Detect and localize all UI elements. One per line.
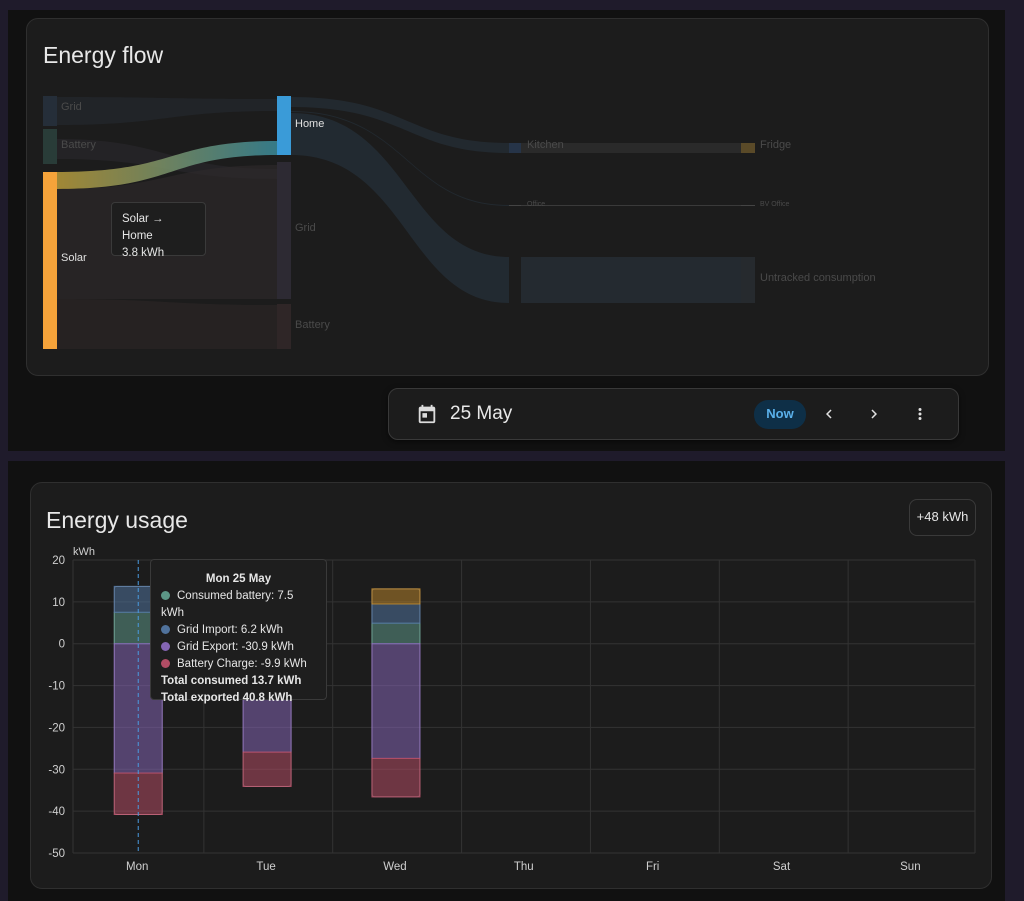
sankey-tooltip-flow: Solar → Home bbox=[122, 213, 164, 242]
sankey-link-kitchen-fridge[interactable] bbox=[521, 143, 741, 153]
date-picker-bar: 25 May Now bbox=[388, 388, 959, 440]
chevron-left-icon[interactable] bbox=[815, 400, 843, 428]
energy-flow-card: Energy flow Grid bbox=[26, 18, 989, 376]
usage-tooltip-total-consumed: Total consumed 13.7 kWh bbox=[161, 675, 302, 687]
sankey-node-grid-dest[interactable] bbox=[277, 162, 291, 299]
legend-dot bbox=[161, 625, 170, 634]
sankey-node-home[interactable] bbox=[277, 96, 291, 155]
sankey-label-grid-dest: Grid bbox=[295, 222, 316, 234]
sankey-diagram[interactable] bbox=[27, 19, 990, 359]
sankey-node-kitchen[interactable] bbox=[509, 143, 521, 153]
sankey-node-battery-dest[interactable] bbox=[277, 304, 291, 349]
legend-dot bbox=[161, 659, 170, 668]
energy-flow-title: Energy flow bbox=[43, 42, 164, 68]
sankey-label-fridge: Fridge bbox=[760, 139, 792, 151]
sankey-label-solar: Solar bbox=[61, 252, 87, 264]
sankey-link-solar-home[interactable] bbox=[57, 141, 277, 189]
date-label[interactable]: 25 May bbox=[450, 403, 513, 424]
sankey-link-home-kitchen[interactable] bbox=[291, 97, 509, 153]
sankey-tooltip: Solar → Home 3.8 kWh bbox=[111, 202, 206, 259]
sankey-node-grid-source[interactable] bbox=[43, 96, 57, 126]
now-button[interactable]: Now bbox=[754, 400, 806, 429]
more-vertical-icon[interactable] bbox=[906, 400, 934, 428]
calendar-icon[interactable] bbox=[413, 400, 441, 428]
sankey-node-battery-source[interactable] bbox=[43, 129, 57, 164]
usage-tooltip-heading: Mon 25 May bbox=[205, 573, 272, 585]
sankey-tooltip-value: 3.8 kWh bbox=[122, 247, 165, 259]
sankey-label-grid-source: Grid bbox=[61, 101, 82, 113]
sankey-link-untracked[interactable] bbox=[521, 257, 741, 303]
sankey-label-office: Office bbox=[527, 201, 546, 208]
usage-tooltip-row: Consumed battery: 7.5 kWh bbox=[161, 590, 294, 619]
sankey-node-untracked[interactable] bbox=[741, 257, 755, 303]
usage-tooltip-row: Grid Import: 6.2 kWh bbox=[161, 622, 316, 639]
sankey-label-battery-dest: Battery bbox=[295, 319, 330, 331]
sankey-label-battery-source: Battery bbox=[61, 139, 96, 151]
sankey-node-office[interactable] bbox=[509, 205, 521, 206]
sankey-node-solar[interactable] bbox=[43, 172, 57, 349]
compare-badge[interactable]: +48 kWh bbox=[909, 499, 976, 536]
usage-tooltip-total-exported: Total exported 40.8 kWh bbox=[161, 692, 293, 704]
sankey-link-solar-battery[interactable] bbox=[57, 299, 277, 349]
sankey-label-kitchen: Kitchen bbox=[527, 139, 564, 151]
sankey-label-home: Home bbox=[295, 118, 325, 130]
sankey-label-bv-office: BV Office bbox=[760, 201, 790, 208]
sankey-link-home-untracked[interactable] bbox=[291, 113, 509, 303]
usage-tooltip-row: Battery Charge: -9.9 kWh bbox=[161, 656, 316, 673]
sankey-link-office-bvoffice[interactable] bbox=[521, 205, 741, 206]
usage-tooltip-row: Grid Export: -30.9 kWh bbox=[161, 639, 316, 656]
sankey-link-grid-home[interactable] bbox=[57, 97, 277, 125]
sankey-node-bv-office[interactable] bbox=[741, 205, 755, 206]
usage-tooltip: Mon 25 May Consumed battery: 7.5 kWh Gri… bbox=[150, 559, 327, 704]
sankey-node-fridge[interactable] bbox=[741, 143, 755, 153]
legend-dot bbox=[161, 642, 170, 651]
chevron-right-icon[interactable] bbox=[860, 400, 888, 428]
legend-dot bbox=[161, 591, 170, 600]
sankey-label-untracked: Untracked consumption bbox=[760, 272, 876, 284]
energy-usage-title: Energy usage bbox=[46, 507, 188, 533]
